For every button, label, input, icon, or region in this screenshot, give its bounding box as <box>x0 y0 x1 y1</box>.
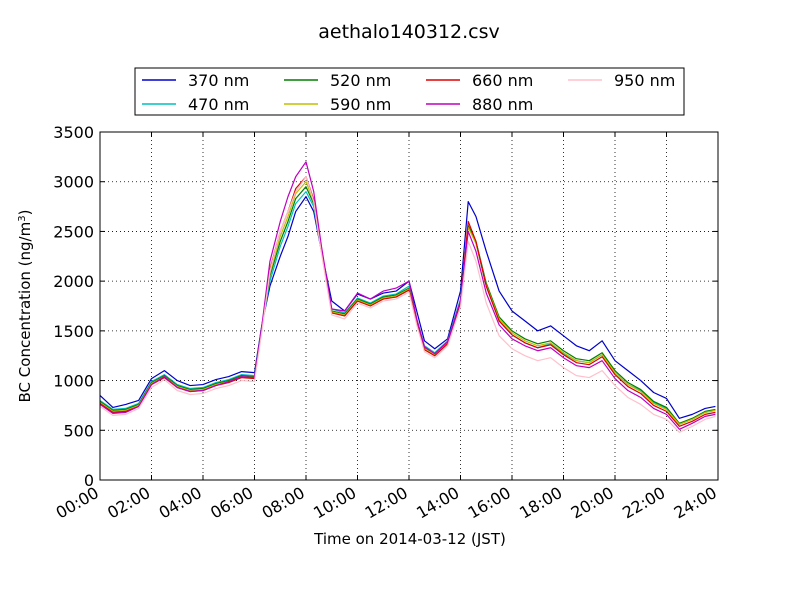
y-tick-label: 500 <box>63 421 94 440</box>
x-tick-label: 06:00 <box>207 483 256 523</box>
legend: 370 nm 470 nm 520 nm 590 nm 660 nm 880 nm 950 … <box>134 67 685 116</box>
x-tick-label: 24:00 <box>671 483 720 523</box>
y-axis-label-main: BC Concentration (ng/m <box>16 222 34 403</box>
y-axis-label-superscript: 3 <box>17 215 28 221</box>
legend-label: 660 nm <box>472 71 533 90</box>
legend-item: 660 nm <box>426 71 533 90</box>
legend-label: 370 nm <box>188 71 249 90</box>
x-tick-label: 02:00 <box>104 483 153 523</box>
legend-item: 370 nm <box>142 71 249 90</box>
legend-label: 880 nm <box>472 95 533 114</box>
y-axis-label-suffix: ) <box>16 210 34 216</box>
x-tick-labels: 00:00 02:00 04:00 06:00 08:00 10:00 12:00 14:00… <box>53 483 720 523</box>
x-tick-label: 10:00 <box>310 483 359 523</box>
x-tick-label: 08:00 <box>259 483 308 523</box>
y-tick-label: 2500 <box>53 222 94 241</box>
legend-box <box>134 67 685 116</box>
x-tick-label: 14:00 <box>413 483 462 523</box>
y-tick-label: 2000 <box>53 272 94 291</box>
legend-label: 590 nm <box>330 95 391 114</box>
x-tick-label: 04:00 <box>156 483 205 523</box>
legend-label: 520 nm <box>330 71 391 90</box>
legend-item: 950 nm <box>568 71 675 90</box>
y-tick-label: 3500 <box>53 123 94 142</box>
x-tick-label: 00:00 <box>53 483 102 523</box>
y-tick-label: 1000 <box>53 372 94 391</box>
x-tick-label: 20:00 <box>568 483 617 523</box>
legend-items: 370 nm 470 nm 520 nm 590 nm 660 nm 880 nm 950 … <box>142 71 675 114</box>
legend-label: 950 nm <box>614 71 675 90</box>
series-line-520-nm <box>99 186 716 424</box>
legend-item: 470 nm <box>142 95 249 114</box>
y-tick-label: 0 <box>84 471 94 490</box>
x-tick-label: 16:00 <box>465 483 514 523</box>
legend-label: 470 nm <box>188 95 249 114</box>
series-line-370-nm <box>99 196 716 419</box>
series-line-880-nm <box>99 161 716 430</box>
x-tick-label: 22:00 <box>619 483 668 523</box>
series-lines <box>99 161 716 433</box>
y-axis-label: BC Concentration (ng/m3) <box>16 210 34 403</box>
y-tick-label: 3000 <box>53 173 94 192</box>
legend-item: 520 nm <box>284 71 391 90</box>
y-tick-labels: 0 500 1000 1500 2000 2500 3000 3500 <box>53 123 94 490</box>
grid-lines <box>100 132 718 480</box>
x-tick-label: 12:00 <box>362 483 411 523</box>
series-line-950-nm <box>99 176 716 433</box>
y-tick-label: 1500 <box>53 322 94 341</box>
x-tick-label: 18:00 <box>516 483 565 523</box>
chart-title: aethalo140312.csv <box>318 21 500 43</box>
legend-item: 590 nm <box>284 95 391 114</box>
x-axis-label: Time on 2014-03-12 (JST) <box>313 530 506 548</box>
series-line-590-nm <box>99 181 716 425</box>
axis-ticks <box>99 131 719 481</box>
legend-item: 880 nm <box>426 95 533 114</box>
